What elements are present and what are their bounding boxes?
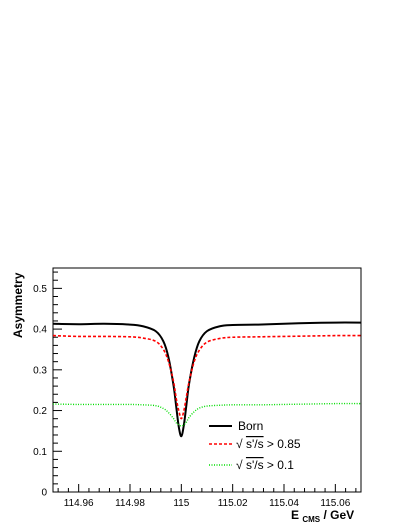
legend-085-radicand: s'/s xyxy=(246,437,264,451)
y-tick-label: 0.1 xyxy=(33,447,47,458)
series-line-1 xyxy=(52,334,362,420)
y-tick-label: 0.4 xyxy=(33,325,47,336)
y-tick-label: 0.2 xyxy=(33,406,47,417)
y-tick-label: 0 xyxy=(41,488,47,499)
legend-01-radicand: s'/s xyxy=(246,458,264,472)
series-layer xyxy=(52,321,362,438)
y-axis-ticks: 0 0.1 0.2 0.3 0.4 0.5 xyxy=(33,271,62,499)
y-axis-label: Asymmetry xyxy=(11,272,25,338)
plot-frame xyxy=(52,267,362,493)
x-axis-label-sub: CMS xyxy=(302,515,320,524)
x-tick-label: 115.02 xyxy=(218,498,248,509)
legend-01-sqrt: √ xyxy=(236,458,243,472)
x-tick-label: 114.96 xyxy=(64,498,94,509)
legend-085-sqrt: √ xyxy=(236,437,243,451)
x-axis-label-unit: / GeV xyxy=(323,508,354,522)
legend-label-born: Born xyxy=(238,419,263,433)
legend-01-threshold: > 0.1 xyxy=(267,458,294,472)
legend-item-born: Born xyxy=(209,419,263,433)
x-axis-label-main: E xyxy=(291,508,299,522)
x-tick-label: 115 xyxy=(173,498,189,509)
x-tick-label: 115.04 xyxy=(269,498,299,509)
series-line-2 xyxy=(52,402,362,427)
legend-item-085: √ s'/s > 0.85 xyxy=(209,437,301,451)
y-tick-label: 0.3 xyxy=(33,365,47,376)
series-line-0 xyxy=(52,321,362,438)
x-tick-label: 115.06 xyxy=(320,498,350,509)
x-tick-label: 114.98 xyxy=(115,498,145,509)
legend-item-01: √ s'/s > 0.1 xyxy=(209,458,294,472)
plot-area xyxy=(52,267,362,493)
x-axis-label: E CMS / GeV xyxy=(291,508,354,525)
y-tick-label: 0.5 xyxy=(33,284,47,295)
legend: Born √ s'/s > 0.85 √ s'/s > 0.1 xyxy=(209,419,301,472)
legend-085-threshold: > 0.85 xyxy=(267,437,301,451)
x-axis-ticks: 114.96 114.98 115 115.02 115.04 115.06 xyxy=(57,484,357,509)
legend-label-085: √ s'/s > 0.85 xyxy=(236,437,301,451)
legend-label-01: √ s'/s > 0.1 xyxy=(236,458,294,472)
